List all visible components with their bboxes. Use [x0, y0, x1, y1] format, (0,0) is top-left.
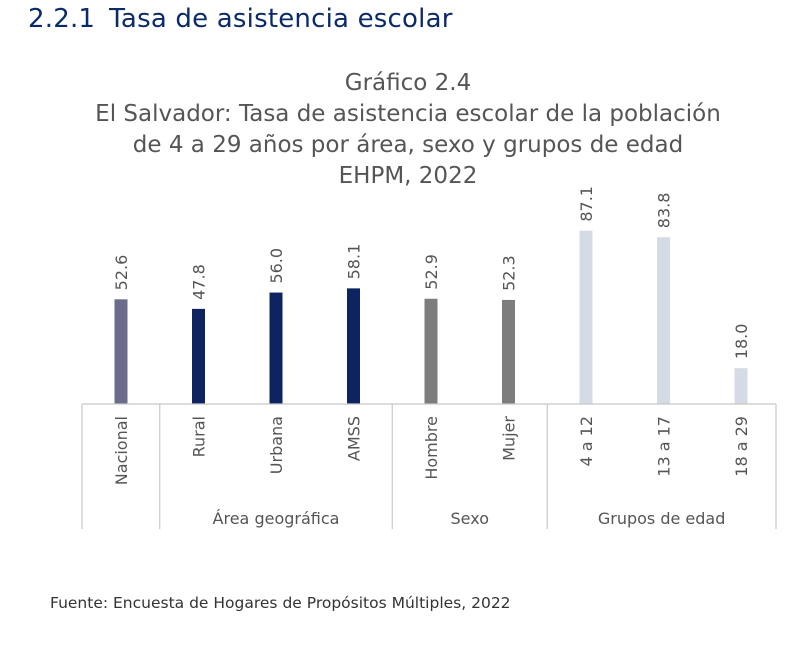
- bar-hombre: [424, 298, 438, 404]
- group-label-rea-geogr-fica: Área geográfica: [213, 509, 340, 528]
- category-label-nacional: Nacional: [112, 416, 131, 485]
- category-label-mujer: Mujer: [500, 416, 519, 461]
- bar-amss: [347, 288, 360, 404]
- value-label-13-a-17: 83.8: [655, 193, 674, 229]
- value-label-mujer: 52.3: [500, 255, 519, 291]
- category-label-urbana: Urbana: [267, 416, 286, 474]
- category-label-18-a-29: 18 a 29: [732, 416, 751, 477]
- value-label-nacional: 52.6: [112, 255, 131, 291]
- bar-mujer: [502, 299, 515, 404]
- category-label-hombre: Hombre: [422, 416, 441, 480]
- bar-18-a-29: [734, 368, 748, 404]
- bar-4-a-12: [579, 230, 593, 404]
- source-note: Fuente: Encuesta de Hogares de Propósito…: [50, 594, 511, 612]
- section-number: 2.2.1: [28, 4, 96, 34]
- bar-13-a-17: [657, 237, 670, 404]
- value-label-amss: 58.1: [345, 244, 364, 280]
- chart-title: Gráfico 2.4 El Salvador: Tasa de asisten…: [0, 68, 793, 192]
- category-label-13-a-17: 13 a 17: [655, 416, 674, 477]
- chart-title-line-4: EHPM, 2022: [338, 163, 478, 189]
- section-heading: 2.2.1 Tasa de asistencia escolar: [28, 4, 453, 34]
- bar-nacional: [114, 299, 128, 404]
- group-label-grupos-de-edad: Grupos de edad: [598, 509, 726, 528]
- bar-urbana: [269, 292, 283, 404]
- chart-title-line-3: de 4 a 29 años por área, sexo y grupos d…: [132, 132, 684, 158]
- value-label-18-a-29: 18.0: [732, 324, 751, 360]
- chart-title-line-1: Gráfico 2.4: [344, 70, 472, 96]
- chart-title-line-2: El Salvador: Tasa de asistencia escolar …: [95, 101, 721, 127]
- value-label-4-a-12: 87.1: [577, 186, 596, 222]
- value-label-urbana: 56.0: [267, 248, 286, 284]
- value-label-hombre: 52.9: [422, 254, 441, 290]
- category-label-amss: AMSS: [345, 416, 364, 461]
- group-label-sexo: Sexo: [451, 509, 489, 528]
- category-label-rural: Rural: [190, 416, 209, 457]
- section-title: Tasa de asistencia escolar: [109, 4, 453, 34]
- bar-rural: [192, 308, 205, 404]
- value-label-rural: 47.8: [190, 264, 209, 300]
- category-label-4-a-12: 4 a 12: [577, 416, 596, 467]
